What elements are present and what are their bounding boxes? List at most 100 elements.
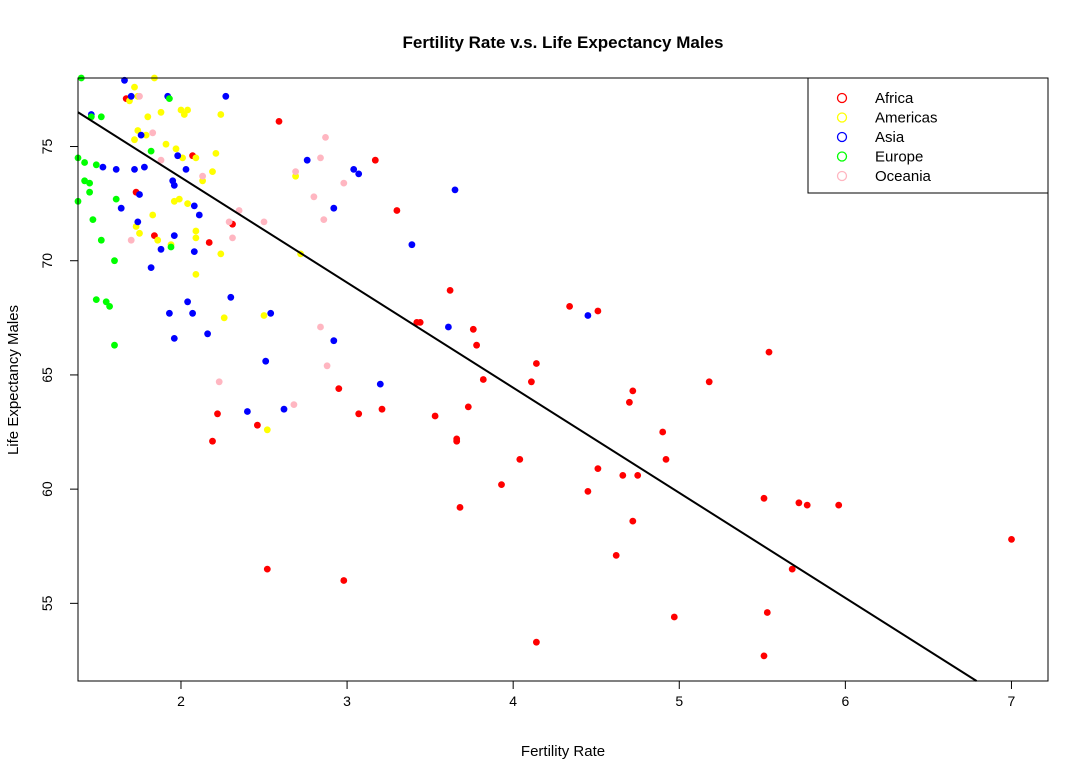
point-asia (408, 241, 416, 249)
point-asia (170, 232, 178, 240)
point-africa (355, 410, 363, 418)
legend: Africa Americas Asia Europe Oceania (807, 77, 1049, 194)
point-asia (190, 248, 198, 256)
point-americas (149, 211, 157, 219)
point-oceania (215, 378, 223, 386)
point-asia (189, 309, 197, 317)
point-americas (217, 250, 225, 258)
y-axis: 55 60 65 70 75 (39, 139, 78, 611)
point-africa (629, 387, 637, 395)
x-tick-label: 7 (1008, 693, 1016, 709)
y-tick-label: 75 (39, 139, 55, 155)
legend-marker-africa (836, 92, 848, 104)
plot-frame (77, 77, 1049, 682)
point-asia (170, 335, 178, 342)
point-asia (134, 218, 142, 226)
point-africa (340, 577, 348, 584)
point-africa (416, 319, 424, 326)
point-africa (275, 118, 283, 125)
point-americas (263, 426, 271, 434)
point-africa (566, 303, 573, 310)
point-americas (212, 150, 220, 157)
point-africa (626, 398, 633, 406)
point-africa (795, 499, 803, 507)
point-africa (763, 609, 771, 616)
point-asia (350, 166, 358, 173)
point-europe (106, 303, 113, 310)
point-africa (479, 376, 487, 383)
point-oceania (317, 154, 324, 162)
point-americas (192, 154, 200, 162)
point-europe (166, 95, 173, 102)
legend-label-asia: Asia (875, 129, 905, 146)
point-americas (157, 108, 165, 116)
point-africa (662, 456, 670, 463)
point-europe (89, 216, 97, 224)
point-europe (86, 188, 93, 196)
point-oceania (157, 156, 165, 164)
point-europe (111, 257, 118, 265)
point-africa (634, 472, 642, 479)
point-africa (214, 410, 221, 418)
point-asia (184, 298, 192, 306)
y-tick-label: 70 (39, 253, 55, 269)
point-africa (453, 435, 461, 443)
point-africa (803, 501, 811, 509)
point-africa (1008, 536, 1015, 543)
point-americas (136, 229, 143, 237)
point-oceania (199, 172, 207, 180)
legend-label-oceania: Oceania (875, 168, 932, 185)
x-tick-label: 6 (841, 693, 849, 709)
point-oceania (260, 218, 268, 226)
data-points (74, 74, 1015, 660)
point-oceania (323, 362, 331, 370)
point-oceania (149, 129, 157, 137)
point-africa (371, 156, 379, 164)
point-americas (192, 227, 200, 235)
x-axis-label: Fertility Rate (521, 743, 605, 760)
point-asia (262, 357, 270, 365)
y-tick-label: 55 (39, 595, 55, 611)
point-americas (175, 195, 183, 203)
point-asia (166, 309, 173, 317)
point-europe (97, 236, 105, 244)
point-africa (760, 494, 768, 502)
point-africa (533, 360, 540, 367)
point-asia (227, 293, 235, 301)
x-tick-label: 2 (177, 693, 185, 709)
point-africa (473, 341, 480, 349)
point-africa (765, 348, 773, 356)
point-europe (97, 113, 105, 121)
y-tick-label: 65 (39, 367, 55, 383)
point-asia (267, 309, 275, 317)
x-tick-label: 3 (343, 693, 351, 709)
legend-marker-americas (836, 112, 848, 123)
point-africa (528, 378, 535, 386)
point-americas (209, 168, 216, 176)
chart-title: Fertility Rate v.s. Life Expectancy Male… (403, 33, 724, 52)
point-americas (154, 236, 162, 244)
regression-line-group (77, 111, 978, 682)
legend-marker-europe (836, 151, 848, 162)
point-asia (280, 405, 288, 413)
point-asia (222, 92, 230, 100)
point-asia (451, 186, 459, 194)
point-oceania (127, 236, 135, 244)
point-europe (111, 341, 118, 349)
point-africa (619, 472, 627, 479)
point-africa (533, 638, 540, 646)
point-africa (254, 421, 261, 429)
point-americas (131, 136, 138, 144)
point-europe (147, 147, 155, 155)
point-americas (142, 131, 150, 139)
point-americas (192, 271, 200, 278)
legend-label-europe: Europe (875, 149, 923, 166)
point-europe (92, 296, 100, 303)
point-asia (117, 204, 125, 212)
point-europe (167, 243, 175, 251)
point-americas (260, 312, 268, 319)
point-americas (220, 314, 228, 322)
point-africa (584, 488, 592, 495)
point-oceania (340, 179, 348, 187)
